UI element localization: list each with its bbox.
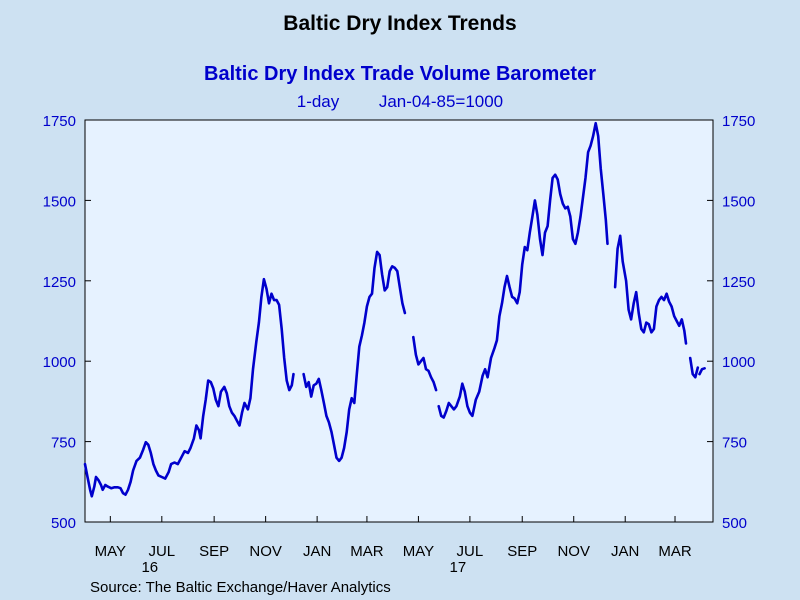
series-line-segment <box>83 277 295 498</box>
y-axis-left: 500 750 1000 1250 1500 1750 <box>43 113 91 532</box>
chart-subtitle: Baltic Dry Index Trade Volume Barometer <box>204 63 596 85</box>
x-tick-label: MAR <box>658 543 692 560</box>
x-tick-label: MAY <box>95 543 126 560</box>
series-line-segment <box>613 234 688 345</box>
y-tick-label-left: 1750 <box>43 113 76 130</box>
series-baltic-dry-index <box>83 121 706 498</box>
y-tick-label-right: 1000 <box>722 354 755 371</box>
chart-title: Baltic Dry Index Trends <box>283 12 516 35</box>
series-line-segment <box>688 356 700 379</box>
x-tick-label: JAN <box>303 543 331 560</box>
y-tick-label-right: 1500 <box>722 193 755 210</box>
x-axis: MAY JUL SEP NOV JAN MAR MAY JUL SEP NOV JAN MAR 16 17 <box>95 516 692 576</box>
series-line-segment <box>698 366 706 376</box>
y-tick-label-left: 1250 <box>43 274 76 291</box>
plot-area <box>84 119 714 523</box>
x-year-label: 17 <box>450 559 467 576</box>
x-tick-label: SEP <box>199 543 229 560</box>
y-tick-label-right: 1750 <box>722 113 755 130</box>
x-tick-label: NOV <box>557 543 590 560</box>
frequency-label: 1-day <box>297 92 340 111</box>
y-tick-label-left: 750 <box>51 435 76 452</box>
x-tick-label: MAR <box>350 543 384 560</box>
x-tick-label: JAN <box>611 543 639 560</box>
y-axis-right: 500 750 1000 1250 1500 1750 <box>707 113 755 532</box>
x-tick-label: JUL <box>457 543 484 560</box>
series-line-segment <box>411 335 438 392</box>
x-tick-label: JUL <box>148 543 175 560</box>
x-tick-label: NOV <box>249 543 282 560</box>
x-tick-label: MAY <box>403 543 434 560</box>
x-tick-label: SEP <box>507 543 537 560</box>
y-tick-label-right: 500 <box>722 515 747 532</box>
y-tick-label-left: 1000 <box>43 354 76 371</box>
y-tick-label-right: 750 <box>722 435 747 452</box>
x-year-label: 16 <box>141 559 158 576</box>
y-tick-label-right: 1250 <box>722 274 755 291</box>
source-note: Source: The Baltic Exchange/Haver Analyt… <box>90 579 391 596</box>
base-label: Jan-04-85=1000 <box>379 92 503 111</box>
y-tick-label-left: 1500 <box>43 193 76 210</box>
series-line-segment <box>437 121 609 419</box>
y-tick-label-left: 500 <box>51 515 76 532</box>
series-line-segment <box>302 250 407 463</box>
